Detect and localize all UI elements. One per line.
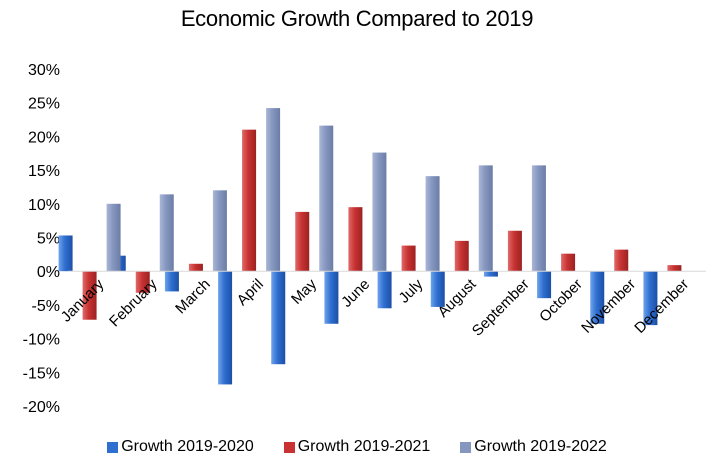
bar-3-may [319, 125, 334, 272]
y-tick-label: 30% [28, 62, 60, 79]
y-tick-label: -15% [23, 365, 60, 382]
y-axis-labels: 30% 25% 20% 15% 10% 5% 0% -5% -10% -15% -20% [23, 62, 60, 416]
bar-2-june [348, 207, 363, 272]
bars [58, 108, 682, 385]
legend-item: Growth 2019-2021 [283, 438, 431, 456]
y-tick-label: 10% [28, 197, 60, 214]
bar-1-july [377, 271, 392, 309]
bar-3-august [478, 165, 493, 272]
legend: Growth 2019-2020 Growth 2019-2021 Growth 2… [0, 438, 714, 456]
bar-1-january [58, 235, 73, 272]
bar-3-july [425, 176, 440, 272]
legend-swatch [283, 441, 295, 453]
bar-1-september [483, 271, 498, 277]
legend-label: Growth 2019-2020 [121, 438, 254, 455]
bar-1-august [430, 271, 445, 307]
bar-2-april [242, 129, 257, 272]
x-tick-label: December [631, 276, 692, 337]
bar-2-november [614, 249, 629, 272]
x-tick-label: November [578, 276, 639, 337]
y-tick-label: -5% [32, 298, 60, 315]
bar-1-march [164, 271, 179, 292]
legend-label: Growth 2019-2022 [474, 438, 607, 455]
x-tick-label: April [234, 276, 267, 309]
bar-2-may [295, 211, 310, 272]
y-tick-label: -20% [23, 399, 60, 416]
y-tick-label: 5% [37, 231, 60, 248]
bar-3-january [106, 203, 121, 272]
x-tick-label: February [106, 275, 161, 330]
chart-title: Economic Growth Compared to 2019 [180, 6, 534, 31]
bar-3-march [212, 190, 227, 272]
legend-item: Growth 2019-2022 [460, 438, 607, 456]
bar-3-september [531, 165, 546, 272]
legend-item: Growth 2019-2020 [107, 438, 254, 456]
bar-3-february [159, 194, 174, 272]
legend-swatch [460, 441, 472, 453]
bar-2-january [82, 271, 97, 320]
bar-1-december [643, 271, 658, 326]
bar-2-october [561, 253, 576, 272]
y-tick-label: 15% [28, 163, 60, 180]
y-tick-label: 20% [28, 129, 60, 146]
legend-label: Growth 2019-2021 [297, 438, 431, 455]
y-tick-label: 25% [28, 96, 60, 113]
bar-2-december [667, 265, 682, 272]
bar-1-april [218, 271, 233, 385]
y-tick-label: 0% [37, 264, 60, 281]
bar-3-june [372, 152, 387, 272]
x-tick-label: September [469, 276, 533, 340]
x-tick-label: July [396, 275, 427, 306]
bar-2-august [454, 240, 469, 272]
bar-3-april [266, 108, 281, 272]
y-tick-label: -10% [23, 332, 60, 349]
bar-2-july [401, 245, 416, 272]
x-tick-label: June [338, 276, 373, 311]
bar-2-march [188, 263, 203, 272]
x-tick-label: May [288, 275, 320, 307]
bar-1-may [271, 271, 286, 365]
bar-2-february [135, 271, 150, 293]
legend-swatch [107, 441, 119, 453]
bar-2-september [507, 230, 522, 272]
bar-1-october [537, 271, 552, 299]
bar-1-june [324, 271, 339, 324]
bar-1-november [590, 271, 605, 324]
